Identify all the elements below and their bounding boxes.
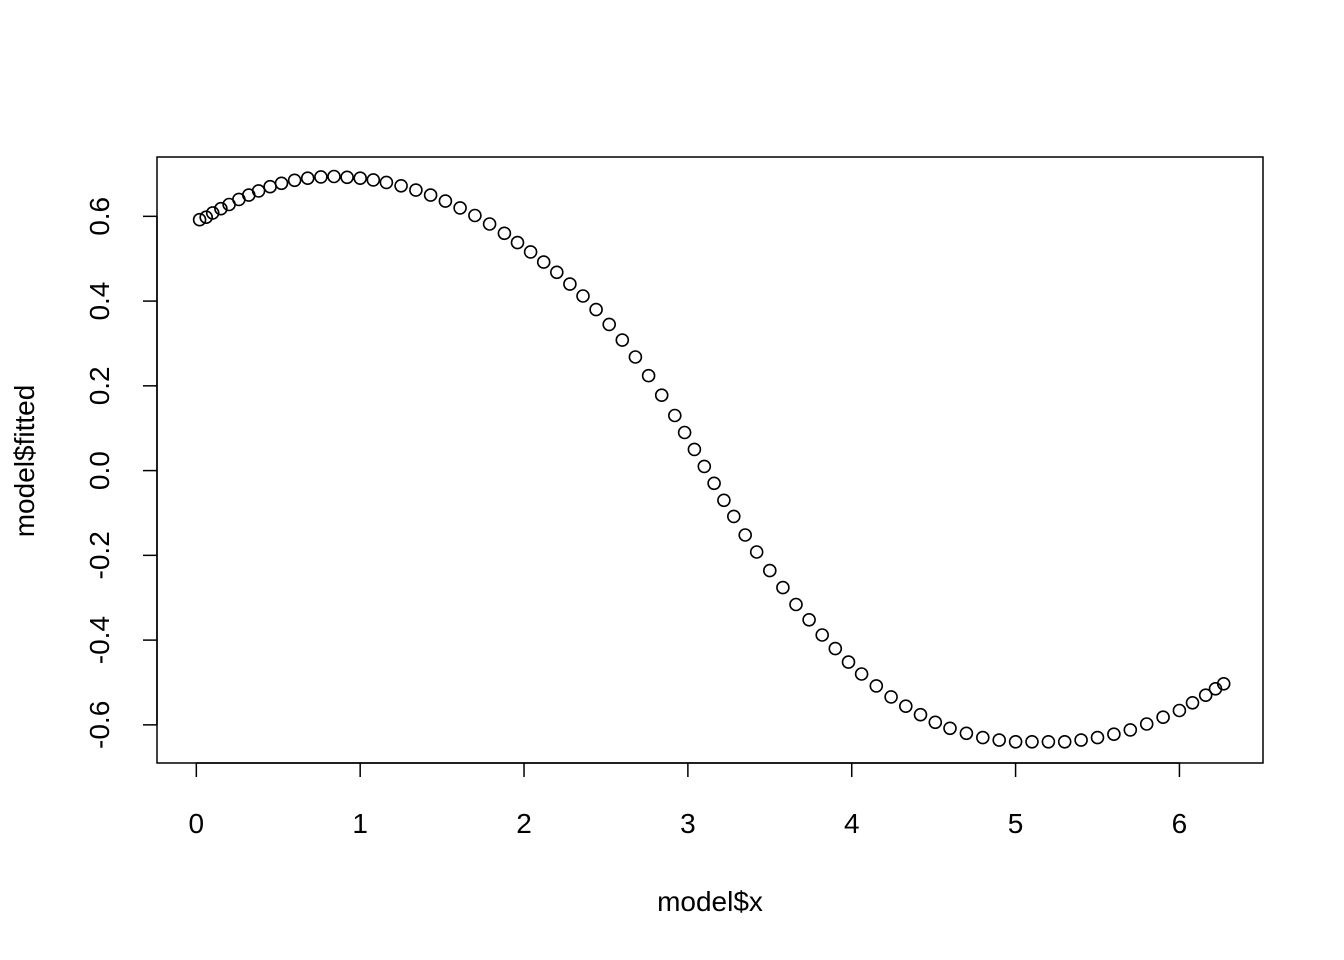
data-point — [602, 317, 617, 332]
data-point — [366, 173, 381, 187]
x-tick-label: 5 — [1008, 808, 1024, 839]
y-tick-label: 0.6 — [84, 197, 115, 236]
data-point — [975, 730, 990, 745]
data-point — [654, 388, 669, 403]
x-tick-label: 3 — [680, 808, 696, 839]
data-point — [815, 628, 830, 642]
data-point — [409, 183, 423, 197]
data-point — [497, 226, 512, 241]
data-point — [205, 206, 220, 220]
data-point — [687, 442, 702, 457]
data-point — [1156, 710, 1170, 725]
y-tick-label: 0.0 — [84, 451, 115, 490]
y-axis: -0.6 -0.4 -0.2 0.0 0.2 0.4 0.6 — [84, 197, 158, 749]
data-point — [667, 408, 682, 423]
data-point — [1216, 676, 1231, 691]
data-point — [327, 169, 341, 184]
data-point — [854, 667, 869, 681]
data-point — [1139, 717, 1154, 731]
data-point — [287, 173, 302, 188]
data-point — [340, 170, 354, 185]
x-tick-label: 0 — [189, 808, 205, 839]
y-tick-label: 0.4 — [84, 282, 115, 321]
y-tick-label: -0.2 — [84, 531, 115, 579]
data-point — [869, 679, 884, 693]
data-point — [615, 333, 630, 347]
data-point — [379, 175, 394, 190]
data-point — [251, 184, 266, 198]
data-point — [510, 235, 525, 250]
data-point — [438, 194, 453, 208]
data-point — [1107, 727, 1121, 742]
data-point — [274, 176, 289, 191]
data-point — [738, 528, 753, 542]
data-point — [453, 201, 467, 215]
plot-frame — [156, 156, 1264, 764]
data-point — [802, 612, 816, 627]
data-point — [1025, 734, 1039, 749]
data-point — [300, 171, 315, 185]
data-point — [549, 265, 564, 280]
data-point — [726, 509, 741, 524]
data-point — [943, 721, 957, 736]
data-point — [423, 188, 438, 202]
x-tick-label: 1 — [352, 808, 368, 839]
data-point — [749, 545, 764, 559]
data-point — [353, 171, 368, 185]
data-point — [192, 212, 207, 227]
data-point — [828, 641, 843, 656]
data-point — [576, 289, 590, 303]
data-point — [789, 597, 803, 612]
x-tick-label: 4 — [844, 808, 860, 839]
x-axis: 0 1 2 3 4 5 6 — [189, 762, 1188, 839]
data-point — [928, 715, 943, 730]
data-point — [589, 302, 603, 317]
data-point — [536, 255, 551, 269]
data-point — [677, 425, 692, 440]
y-tick-label: -0.4 — [84, 616, 115, 664]
data-point — [697, 459, 712, 474]
x-tick-label: 6 — [1172, 808, 1188, 839]
data-point — [563, 277, 577, 291]
data-point — [884, 690, 898, 704]
data-point — [898, 699, 913, 714]
data-point — [214, 201, 228, 216]
data-points — [192, 169, 1231, 749]
data-point — [959, 726, 974, 741]
data-point — [1198, 688, 1213, 703]
data-point — [1074, 733, 1088, 747]
data-point — [1123, 723, 1138, 737]
data-point — [717, 493, 731, 508]
data-point — [1041, 734, 1056, 749]
y-axis-title: model$fitted — [9, 385, 40, 538]
x-axis-title: model$x — [657, 886, 763, 917]
data-point — [314, 170, 328, 184]
data-point — [841, 655, 856, 669]
data-point — [468, 208, 482, 223]
data-point — [1090, 730, 1105, 745]
data-point — [263, 179, 277, 194]
y-tick-label: -0.6 — [84, 701, 115, 749]
data-point — [523, 245, 538, 259]
data-point — [1008, 734, 1023, 749]
y-tick-label: 0.2 — [84, 366, 115, 405]
data-point — [1172, 703, 1187, 718]
data-point — [394, 179, 408, 193]
data-point — [1185, 695, 1200, 710]
data-point — [482, 217, 497, 231]
data-point — [1057, 734, 1072, 749]
data-point — [992, 733, 1007, 747]
data-point — [913, 707, 928, 722]
data-point — [641, 368, 656, 383]
x-tick-label: 2 — [516, 808, 532, 839]
data-point — [628, 350, 643, 364]
data-point — [762, 563, 777, 578]
data-point — [707, 476, 721, 491]
data-point — [776, 580, 790, 595]
